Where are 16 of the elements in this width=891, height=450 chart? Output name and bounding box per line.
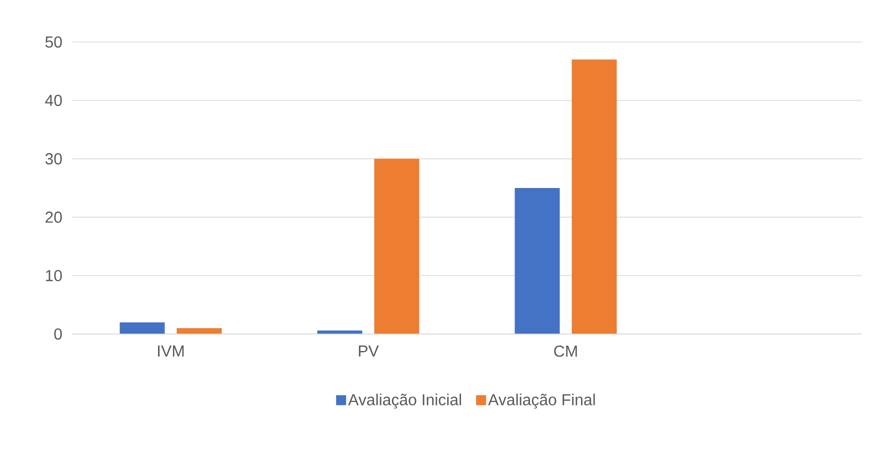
y-tick-label: 10: [46, 270, 62, 282]
bar: [572, 60, 617, 334]
bar: [374, 158, 420, 334]
y-tick-label: 0: [54, 328, 62, 340]
x-tick-label: IVM: [158, 346, 184, 356]
bar: [514, 188, 560, 334]
y-tick-label: 30: [45, 153, 62, 164]
y-tick-label: 40: [45, 94, 62, 106]
bar: [120, 322, 165, 334]
bar: [176, 328, 222, 334]
y-tick-label: 20: [46, 212, 62, 223]
legend-label: Avaliação Inicial: [348, 394, 461, 409]
legend-label: Avaliação Final: [488, 394, 595, 409]
x-tick-label: CM: [554, 346, 577, 357]
y-tick-label: 50: [45, 36, 62, 48]
x-tick-label: PV: [358, 346, 379, 356]
